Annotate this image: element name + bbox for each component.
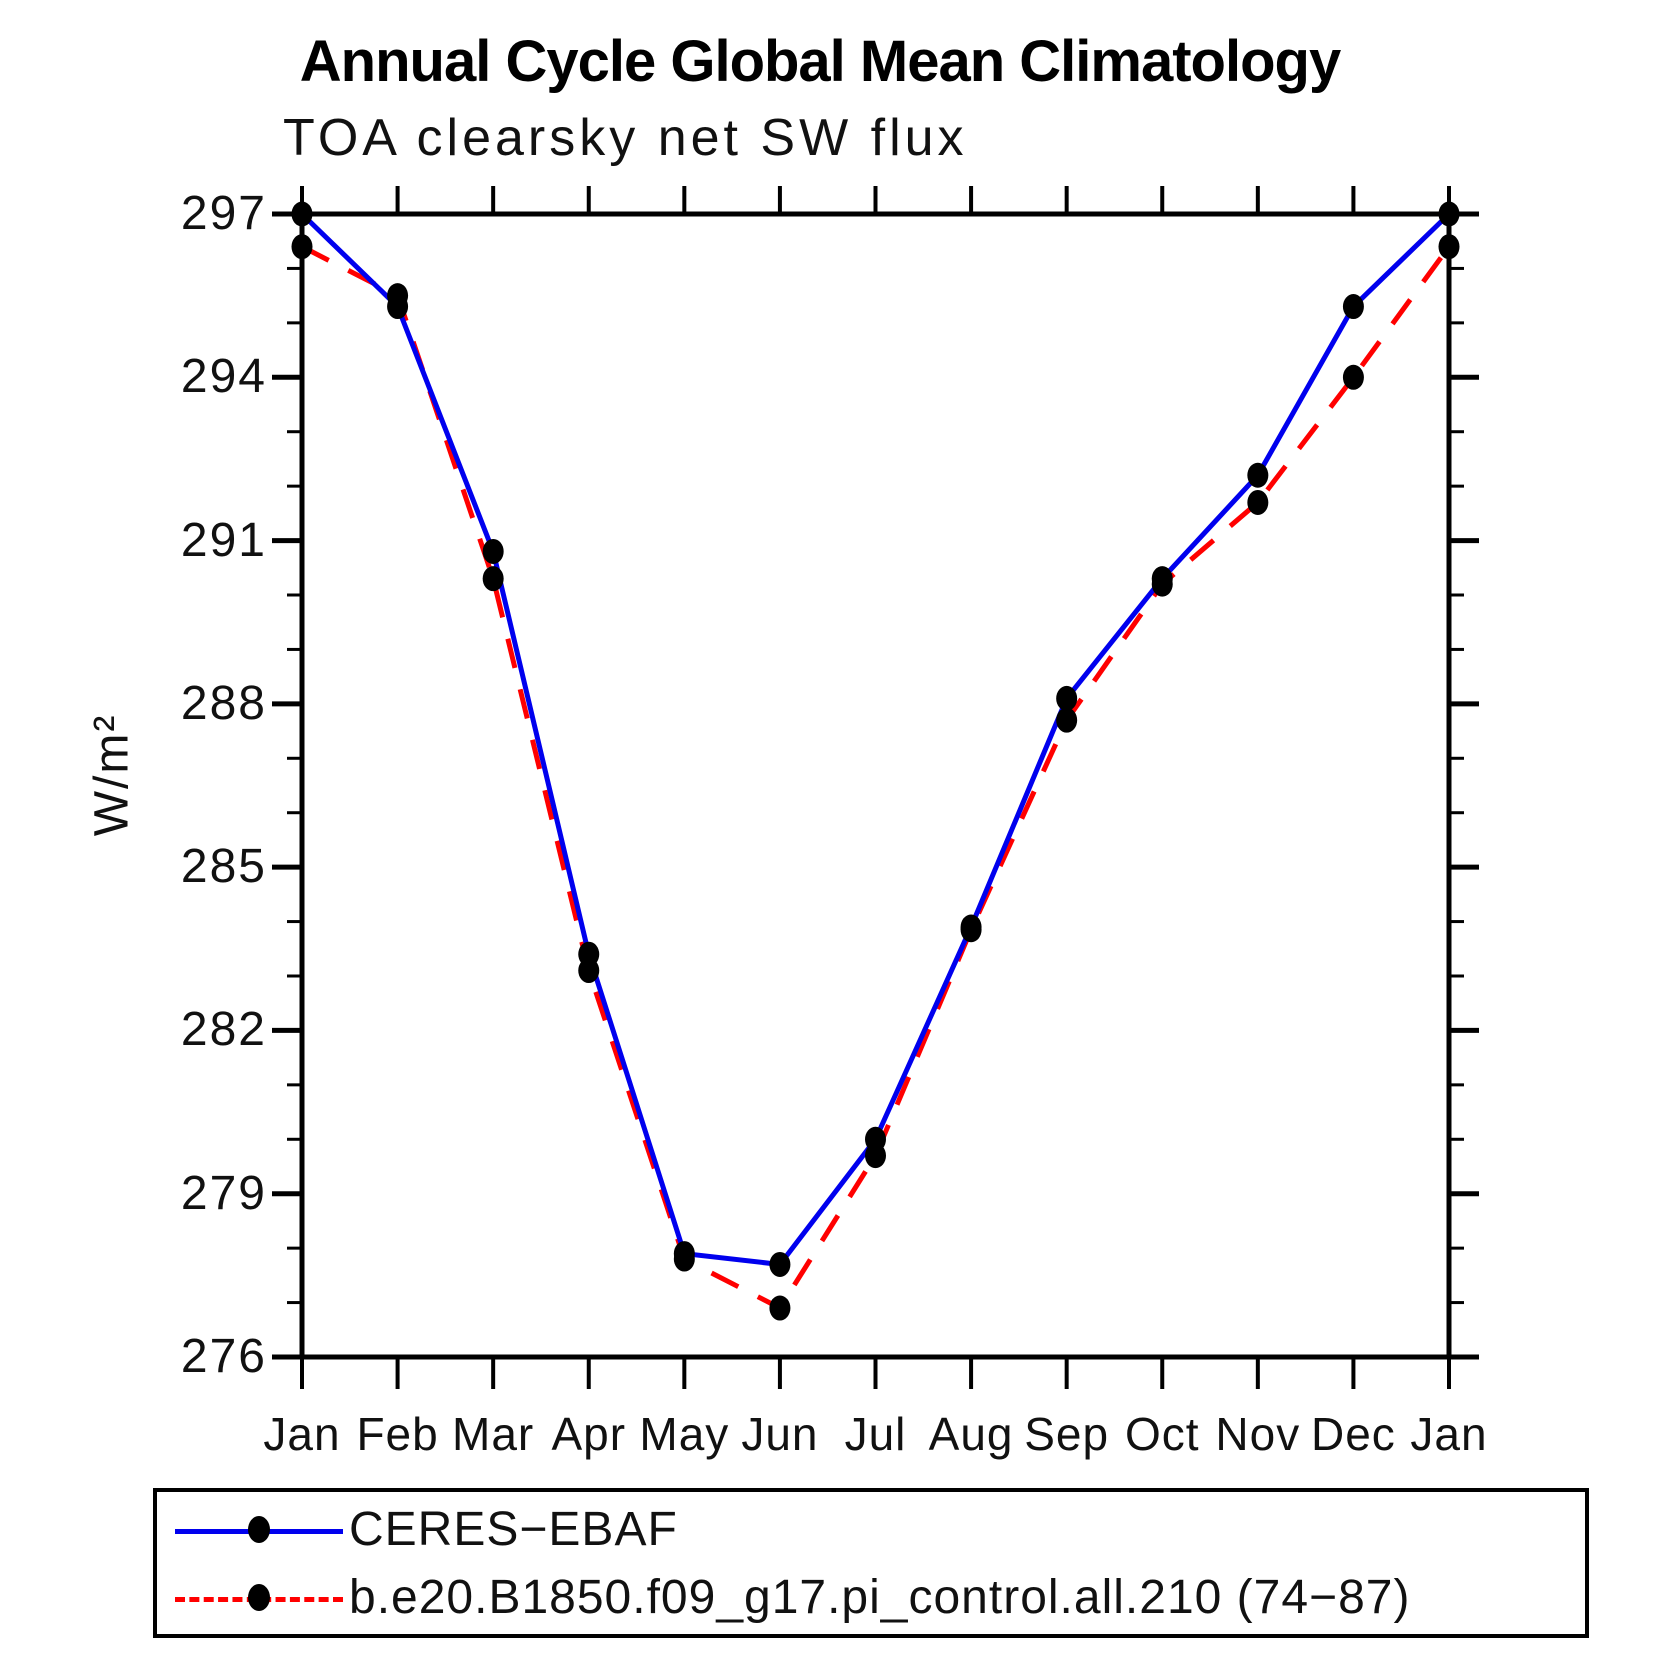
data-point-ceres: [865, 1126, 886, 1152]
x-tick-label: Mar: [452, 1408, 535, 1460]
data-point-model: [1342, 364, 1364, 390]
data-point-ceres: [1342, 294, 1364, 320]
x-tick-label: Jun: [741, 1408, 819, 1460]
x-tick-label: Feb: [356, 1408, 439, 1460]
x-tick-label: Jan: [1410, 1408, 1488, 1460]
data-point-model: [1247, 489, 1269, 515]
data-point-ceres: [960, 914, 982, 940]
legend-label-model: b.e20.B1850.f09_g17.pi_control.all.210 (…: [349, 1570, 1411, 1624]
y-tick-label: 297: [180, 187, 267, 240]
x-tick-label: Nov: [1215, 1408, 1301, 1460]
data-point-ceres: [1056, 685, 1078, 711]
y-tick-label: 276: [180, 1330, 267, 1383]
data-point-ceres: [291, 201, 313, 227]
x-tick-label: Jul: [844, 1408, 907, 1460]
x-tick-label: Jan: [263, 1408, 341, 1460]
data-point-ceres: [673, 1241, 695, 1267]
legend-box: CERES−EBAF b.e20.B1850.f09_g17.pi_contro…: [153, 1488, 1589, 1638]
chart-title: Annual Cycle Global Mean Climatology: [299, 29, 1341, 94]
axes-frame: [299, 211, 1452, 1360]
legend-marker-icon: [248, 1516, 270, 1543]
y-tick-label: 285: [180, 840, 267, 894]
y-tick-label: 294: [180, 350, 267, 404]
data-point-ceres: [1247, 462, 1269, 488]
x-tick-label: Oct: [1124, 1408, 1200, 1460]
legend-label-ceres: CERES−EBAF: [349, 1502, 678, 1556]
y-tick-label: 291: [180, 513, 267, 567]
y-tick-label: 282: [180, 1003, 267, 1057]
x-tick-label: Sep: [1024, 1408, 1110, 1460]
legend-item-model: b.e20.B1850.f09_g17.pi_control.all.210 (…: [157, 1566, 1585, 1628]
data-point-ceres: [387, 294, 409, 320]
data-point-model: [482, 566, 504, 592]
data-point-ceres: [578, 941, 600, 967]
x-tick-label: May: [639, 1408, 730, 1460]
x-tick-label: Aug: [928, 1408, 1014, 1460]
y-tick-label: 279: [180, 1166, 267, 1220]
series-line-ceres: [300, 212, 1451, 1268]
data-point-model: [291, 234, 313, 260]
x-tick-label: Apr: [551, 1408, 627, 1460]
data-point-model: [769, 1295, 791, 1321]
data-point-ceres: [482, 538, 504, 564]
data-point-ceres: [1438, 201, 1460, 227]
legend-marker-icon: [248, 1584, 270, 1611]
legend-item-ceres: CERES−EBAF: [157, 1498, 1585, 1560]
y-tick-label: 288: [180, 676, 267, 730]
data-point-model: [1056, 707, 1078, 733]
data-point-ceres: [769, 1251, 791, 1277]
data-point-ceres: [1151, 566, 1173, 592]
legend-line-sample: [175, 1584, 343, 1611]
data-point-model: [1438, 234, 1460, 260]
x-tick-label: Dec: [1311, 1408, 1396, 1460]
chart-subtitle: TOA clearsky net SW flux: [283, 109, 968, 167]
legend-line-sample: [175, 1516, 343, 1543]
